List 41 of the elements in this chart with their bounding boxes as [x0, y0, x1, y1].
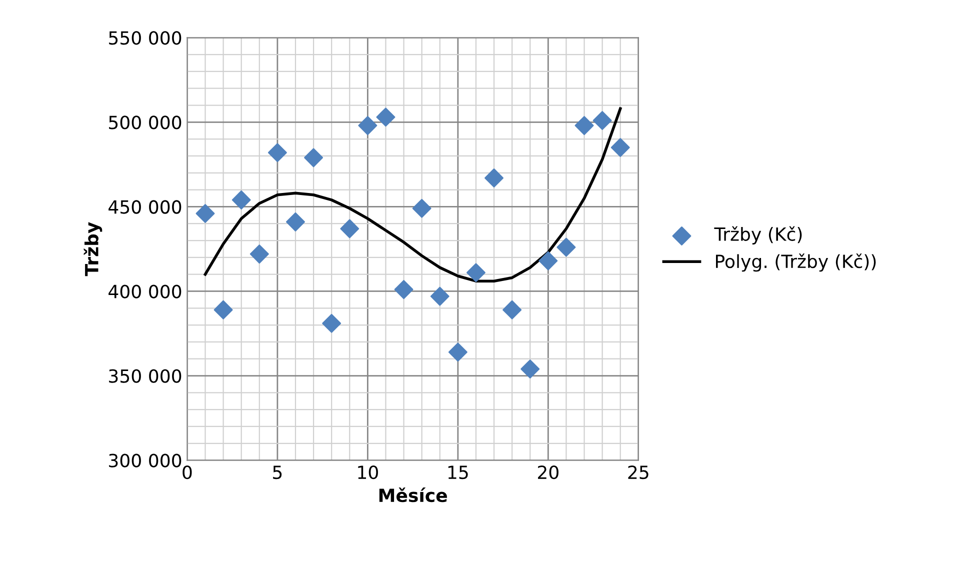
point [340, 219, 360, 238]
x-tick-label: 0 [182, 465, 192, 480]
point [556, 238, 576, 257]
point [268, 143, 287, 162]
y-tick-label: 400 000 [108, 284, 182, 298]
y-tick-label: 350 000 [109, 369, 182, 383]
y-tick-label: 500 000 [109, 116, 182, 130]
point [358, 116, 378, 136]
x-tick-label: 15 [448, 466, 468, 480]
x-tick-label: 5 [273, 466, 282, 480]
point [466, 263, 486, 282]
point [232, 190, 251, 210]
point [286, 212, 305, 232]
point [196, 204, 215, 223]
point [250, 244, 269, 264]
line-series [204, 107, 622, 282]
point [502, 300, 522, 320]
y-tick-label: 550 000 [109, 31, 182, 45]
x-axis-title: Měsíce [379, 487, 447, 502]
point [394, 280, 414, 300]
point [214, 300, 233, 320]
legend-label: Tržby (Kč) [714, 226, 802, 244]
point [376, 108, 396, 127]
point [448, 342, 468, 362]
x-tick-label: 25 [628, 465, 648, 480]
x-tick-label: 10 [358, 465, 378, 480]
point [484, 168, 504, 188]
point [412, 198, 432, 218]
point [574, 116, 594, 136]
point [538, 251, 558, 270]
point [430, 286, 450, 306]
point [592, 111, 612, 130]
point [322, 314, 342, 333]
y-tick-label: 300 000 [109, 454, 182, 468]
x-tick-label: 20 [538, 465, 558, 480]
legend-label: Polyg. (Tržby (Kč)) [716, 253, 876, 272]
point [520, 360, 540, 378]
y-tick-label: 450 000 [108, 200, 182, 214]
y-axis-title: Tržby [84, 222, 102, 276]
point [610, 138, 630, 158]
point [304, 148, 324, 168]
